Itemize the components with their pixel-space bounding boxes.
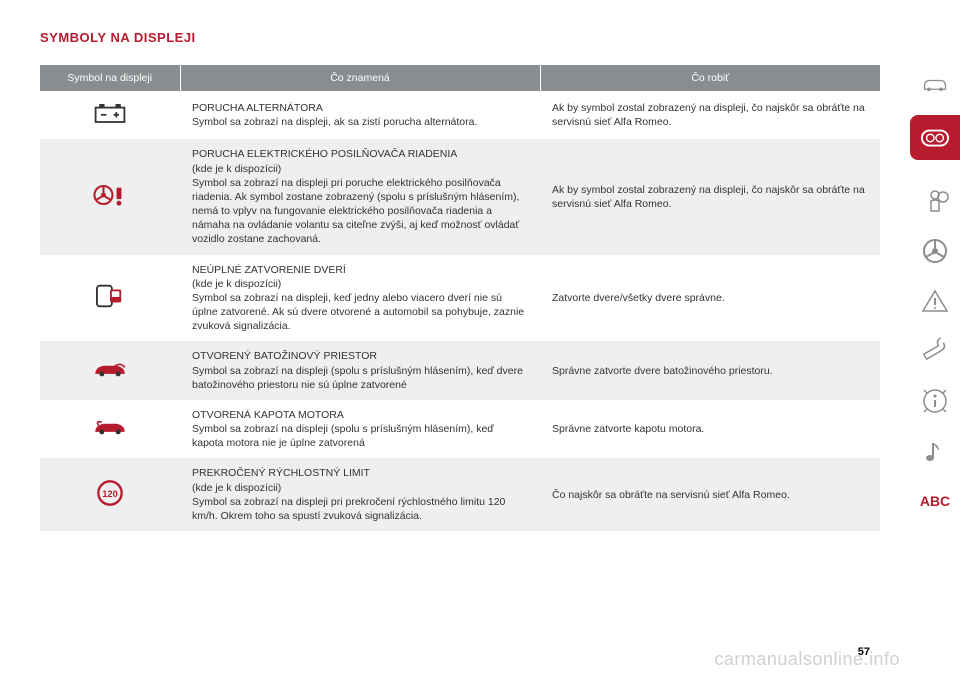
meaning-cell: OTVORENÝ BATOŽINOVÝ PRIESTOR Symbol sa z… xyxy=(180,341,540,400)
steering-cell xyxy=(40,139,180,254)
wrench-icon xyxy=(921,337,949,365)
symbols-table: Symbol na displeji Čo znamená Čo robiť P… xyxy=(40,65,880,531)
steering-icon xyxy=(92,181,128,209)
abc-label: ABC xyxy=(920,493,950,509)
col-header-symbol: Symbol na displeji xyxy=(40,65,180,91)
music-note-icon xyxy=(921,437,949,465)
active-tab-gauge-icon xyxy=(910,115,960,160)
meaning-cell: PORUCHA ALTERNÁTORA Symbol sa zobrazí na… xyxy=(180,91,540,139)
action-cell: Zatvorte dvere/všetky dvere správne. xyxy=(540,255,880,342)
info-icon xyxy=(921,387,949,415)
table-row: 120 PREKROČENÝ RÝCHLOSTNÝ LIMIT (kde je k… xyxy=(40,458,880,531)
meaning-cell: PORUCHA ELEKTRICKÉHO POSILŇOVAČA RIADENI… xyxy=(180,139,540,254)
steering-wheel-icon xyxy=(921,237,949,265)
svg-text:120: 120 xyxy=(102,489,118,499)
meaning-cell: OTVORENÁ KAPOTA MOTORA Symbol sa zobrazí… xyxy=(180,400,540,459)
door-icon xyxy=(92,282,128,310)
table-row: PORUCHA ALTERNÁTORA Symbol sa zobrazí na… xyxy=(40,91,880,139)
sidebar: ABC xyxy=(910,0,960,678)
hood-cell xyxy=(40,400,180,459)
meaning-cell: NEÚPLNÉ ZATVORENIE DVERÍ (kde je k dispo… xyxy=(180,255,540,342)
airbag-icon xyxy=(921,187,949,215)
col-header-action: Čo robiť xyxy=(540,65,880,91)
door-cell xyxy=(40,255,180,342)
battery-icon xyxy=(92,99,128,127)
action-cell: Správne zatvorte dvere batožinového prie… xyxy=(540,341,880,400)
speed120-cell: 120 xyxy=(40,458,180,531)
col-header-meaning: Čo znamená xyxy=(180,65,540,91)
action-cell: Ak by symbol zostal zobrazený na displej… xyxy=(540,139,880,254)
table-row: NEÚPLNÉ ZATVORENIE DVERÍ (kde je k dispo… xyxy=(40,255,880,342)
action-cell: Ak by symbol zostal zobrazený na displej… xyxy=(540,91,880,139)
table-row: OTVORENÁ KAPOTA MOTORA Symbol sa zobrazí… xyxy=(40,400,880,459)
watermark: carmanualsonline.info xyxy=(714,649,900,670)
trunk-icon xyxy=(92,355,128,383)
warning-triangle-icon xyxy=(921,287,949,315)
action-cell: Čo najskôr sa obráťte na servisnú sieť A… xyxy=(540,458,880,531)
page-title: SYMBOLY NA DISPLEJI xyxy=(40,30,880,45)
trunk-cell xyxy=(40,341,180,400)
car-icon xyxy=(921,70,949,98)
hood-icon xyxy=(92,413,128,441)
battery-cell xyxy=(40,91,180,139)
action-cell: Správne zatvorte kapotu motora. xyxy=(540,400,880,459)
meaning-cell: PREKROČENÝ RÝCHLOSTNÝ LIMIT (kde je k di… xyxy=(180,458,540,531)
speed120-icon: 120 xyxy=(92,479,128,507)
table-row: OTVORENÝ BATOŽINOVÝ PRIESTOR Symbol sa z… xyxy=(40,341,880,400)
table-row: PORUCHA ELEKTRICKÉHO POSILŇOVAČA RIADENI… xyxy=(40,139,880,254)
